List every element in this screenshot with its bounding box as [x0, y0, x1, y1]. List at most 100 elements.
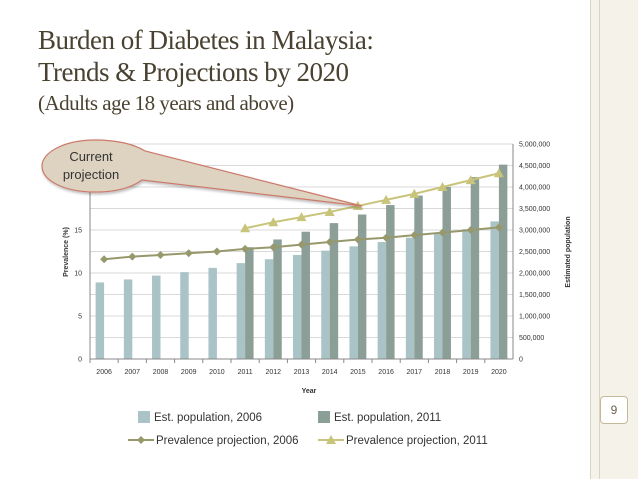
- prevalence-2006-point: [438, 228, 447, 237]
- bar-pop-2006: [264, 259, 274, 359]
- prevalence-2006-point: [382, 233, 391, 242]
- y-tick-right: 3,500,000: [519, 206, 550, 213]
- bar-pop-2006: [293, 254, 302, 359]
- prevalence-2011-point: [381, 194, 392, 204]
- bar-pop-2006: [321, 250, 330, 359]
- callout-current-projection: [41, 139, 363, 207]
- prevalence-2006-point: [410, 231, 419, 240]
- y-tick-right: 4,500,000: [519, 163, 550, 170]
- x-tick-label: 2010: [209, 369, 225, 376]
- prevalence-2006-point: [184, 249, 193, 258]
- y-tick-right: 4,000,000: [519, 185, 550, 192]
- callout-line-2: projection: [63, 167, 119, 182]
- prevalence-2011-point: [409, 188, 420, 198]
- prevalence-2011-line: [244, 172, 500, 230]
- legend-label: Prevalence projection, 2011: [346, 435, 488, 447]
- prevalence-2006-point: [128, 252, 137, 261]
- bar-pop-2011: [442, 187, 451, 359]
- y-tick-right: 5,000,000: [519, 142, 550, 149]
- y-tick-left: 5: [78, 314, 82, 321]
- tick-labels: 0 500,000 1,000,000 1,500,000 2,000,000 2,500…: [74, 142, 550, 377]
- x-tick-label: 2020: [491, 369, 507, 376]
- y-axis-label-right: Estimated population: [565, 216, 572, 287]
- y-tick-right: 0: [519, 357, 523, 364]
- y-tick-right: 2,000,000: [519, 271, 550, 278]
- bar-pop-2006: [123, 279, 133, 359]
- x-tick-label: 2019: [463, 369, 479, 376]
- series-lines: [100, 168, 504, 264]
- x-tick-label: 2017: [407, 369, 423, 376]
- y-axis-label-left: Prevalence (%): [63, 227, 70, 277]
- bar-pop-2011: [357, 214, 367, 359]
- y-tick-left: 0: [78, 357, 82, 364]
- bar-pop-2011: [470, 177, 480, 359]
- prevalence-2006-point: [297, 240, 306, 249]
- prevalence-2011-point: [268, 217, 279, 227]
- prevalence-2011-point: [240, 223, 251, 233]
- bar-pop-2011: [329, 223, 339, 359]
- side-divider: [599, 0, 600, 479]
- x-tick-label: 2011: [238, 369, 253, 376]
- y-tick-left: 15: [74, 228, 82, 235]
- prevalence-2006-point: [353, 235, 362, 244]
- prevalence-2006-point: [241, 244, 250, 253]
- x-tick-label: 2009: [181, 369, 197, 376]
- prevalence-2006-point: [466, 226, 475, 234]
- y-tick-right: 500,000: [519, 335, 544, 342]
- y-tick-right: 1,500,000: [519, 292, 550, 299]
- bar-pop-2011: [414, 195, 423, 359]
- callout-shape: [41, 139, 363, 207]
- prevalence-2006-point: [494, 223, 503, 232]
- x-tick-label: 2012: [266, 369, 282, 376]
- x-tick-label: 2006: [96, 369, 112, 376]
- slide-subtitle: (Adults age 18 years and above): [38, 91, 294, 115]
- bar-pop-2011: [245, 247, 254, 359]
- bar-pop-2006: [180, 272, 189, 359]
- legend-swatch: [138, 411, 150, 423]
- y-tick-right: 3,000,000: [519, 228, 550, 235]
- bar-pop-2011: [498, 164, 508, 359]
- bar-pop-2011: [273, 239, 282, 359]
- prevalence-2011-point: [296, 212, 307, 222]
- y-tick-right: 2,500,000: [519, 249, 550, 256]
- x-tick-label: 2007: [125, 369, 141, 376]
- callout-line-1: Current: [69, 149, 113, 164]
- title-line-2: Trends & Projections by 2020: [38, 57, 349, 87]
- prevalence-2011-point: [465, 175, 476, 185]
- x-tick-label: 2014: [322, 369, 338, 376]
- prevalence-2006-point: [325, 238, 334, 247]
- bar-pop-2006: [236, 263, 246, 359]
- prevalence-2006-point: [269, 243, 278, 252]
- x-tick-label: 2018: [435, 369, 451, 376]
- bar-pop-2011: [301, 231, 310, 359]
- legend-label: Est. population, 2006: [154, 412, 262, 424]
- legend-label: Prevalence projection, 2006: [156, 435, 299, 447]
- bar-pop-2006: [152, 275, 161, 359]
- prevalence-2006-point: [212, 247, 221, 256]
- bars: [95, 164, 508, 359]
- y-tick-left: 10: [74, 271, 82, 278]
- legend-swatch: [318, 411, 330, 423]
- bar-pop-2006: [208, 267, 217, 359]
- x-axis-label: Year: [302, 388, 317, 395]
- bar-pop-2006: [377, 242, 387, 359]
- legend: Est. population, 2006 Est. population, 20…: [128, 411, 488, 447]
- prevalence-2011-point: [437, 182, 448, 191]
- legend-label: Est. population, 2011: [334, 412, 441, 424]
- prevalence-2011-point: [493, 168, 504, 178]
- bar-pop-2006: [349, 246, 358, 359]
- x-tick-label: 2015: [350, 369, 366, 376]
- x-tick-label: 2008: [153, 369, 169, 376]
- bar-pop-2006: [434, 233, 443, 359]
- title-line-1: Burden of Diabetes in Malaysia:: [38, 25, 374, 55]
- slide-title: Burden of Diabetes in Malaysia: Trends &…: [38, 24, 478, 118]
- bar-pop-2006: [490, 221, 499, 359]
- combo-chart: 0 500,000 1,000,000 1,500,000 2,000,000 2,500…: [41, 139, 572, 447]
- prevalence-2006-point: [100, 255, 109, 264]
- x-tick-label: 2016: [378, 369, 394, 376]
- y-tick-right: 1,000,000: [519, 314, 550, 321]
- bar-pop-2011: [386, 205, 395, 359]
- bar-pop-2006: [405, 237, 415, 359]
- page-number: 9: [600, 396, 628, 424]
- bar-pop-2006: [95, 282, 105, 359]
